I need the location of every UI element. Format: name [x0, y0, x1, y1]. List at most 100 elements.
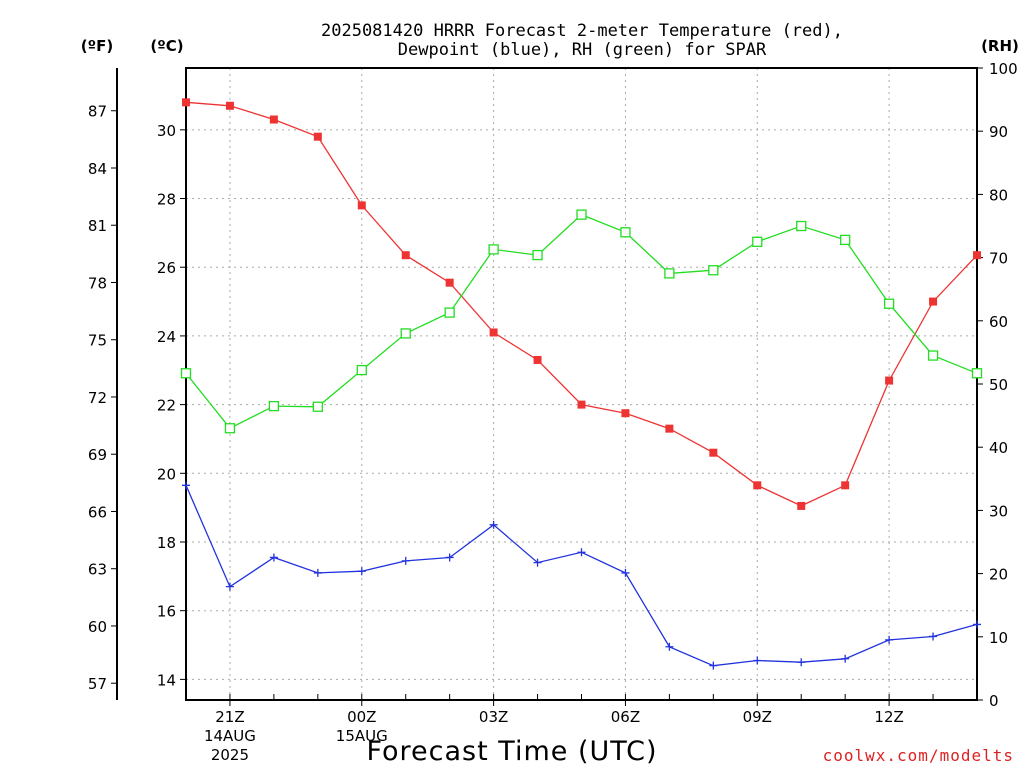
celsius-tick-label: 24	[157, 328, 176, 346]
rh-line	[185, 213, 978, 430]
rh-point	[268, 400, 280, 412]
temperature-point	[269, 115, 278, 124]
dewpoint-point	[797, 658, 806, 667]
dewpoint-point	[929, 632, 938, 641]
rh-tick-label: 10	[989, 629, 1008, 647]
chart-title-line1: 2025081420 HRRR Forecast 2-meter Tempera…	[321, 21, 843, 41]
celsius-tick-label: 16	[157, 603, 176, 621]
fahrenheit-tick-label: 63	[88, 561, 107, 579]
temperature-point	[665, 424, 674, 433]
temperature-point	[357, 201, 366, 210]
rh-point	[708, 265, 719, 276]
fahrenheit-tick-label: 66	[88, 503, 107, 521]
dewpoint-point	[533, 558, 542, 567]
fahrenheit-tick-label: 78	[88, 274, 107, 292]
dewpoint-point	[225, 582, 234, 591]
dewpoint-point	[885, 635, 894, 644]
celsius-tick-label: 14	[157, 671, 176, 689]
temperature-point	[621, 409, 630, 418]
x-tick-label: 2025	[211, 746, 249, 764]
temperature-point	[533, 355, 542, 364]
temperature-line	[185, 101, 978, 507]
dewpoint-point	[753, 656, 762, 665]
rh-point	[444, 307, 455, 318]
dewpoint-point	[357, 567, 366, 576]
x-tick-label: 12Z	[874, 708, 903, 726]
rh-tick-label: 80	[989, 186, 1008, 204]
dewpoint-point	[313, 568, 322, 577]
rh-point	[576, 209, 587, 220]
dewpoint-point	[973, 620, 981, 629]
rh-point	[532, 249, 543, 261]
rh-tick-label: 40	[989, 439, 1008, 457]
temperature-point	[445, 278, 454, 287]
celsius-tick-label: 26	[157, 259, 176, 277]
fahrenheit-axis-unit: (ºF)	[81, 37, 113, 55]
rh-point	[400, 328, 411, 339]
rh-point	[971, 368, 983, 379]
rh-point	[620, 227, 631, 238]
rh-tick-label: 0	[989, 692, 999, 710]
celsius-tick-label: 28	[157, 191, 176, 209]
x-axis-label: Forecast Time (UTC)	[366, 736, 657, 767]
rh-tick-label: 20	[989, 566, 1008, 584]
chart-axes: 57 60 63 66 69 72 75 78 81 84 87 14 16 18 20 22 24 26 28 30…	[88, 60, 1018, 764]
plot-frame	[185, 67, 978, 701]
celsius-axis-unit: (ºC)	[150, 37, 183, 55]
temperature-point	[841, 481, 850, 490]
x-tick-label: 14AUG	[204, 727, 256, 745]
x-tick-label: 15AUG	[336, 727, 388, 745]
celsius-tick-label: 30	[157, 122, 176, 140]
dewpoint-point	[577, 548, 586, 557]
x-tick-label: 06Z	[611, 708, 640, 726]
grid-lines	[186, 68, 977, 700]
temperature-point	[401, 251, 410, 260]
fahrenheit-tick-label: 81	[88, 217, 107, 235]
rh-point	[312, 401, 323, 412]
temperature-point	[577, 400, 586, 409]
chart-series	[180, 98, 983, 670]
temperature-point	[753, 481, 762, 490]
fahrenheit-tick-label: 84	[88, 160, 107, 178]
dewpoint-point	[709, 661, 718, 670]
temperature-point	[313, 132, 322, 141]
dewpoint-point	[445, 553, 454, 562]
x-tick-label: 03Z	[479, 708, 508, 726]
dewpoint-point	[841, 654, 850, 663]
rh-point	[664, 268, 675, 279]
temperature-point	[225, 101, 234, 110]
rh-point	[927, 350, 939, 361]
rh-tick-label: 70	[989, 250, 1008, 268]
rh-point	[752, 236, 763, 247]
rh-axis-unit: (RH)	[981, 37, 1019, 55]
rh-tick-label: 30	[989, 502, 1008, 520]
temperature-point	[973, 251, 981, 260]
dewpoint-point	[401, 556, 410, 565]
rh-point	[883, 298, 895, 309]
x-tick-label: 21Z	[215, 708, 244, 726]
celsius-tick-label: 22	[157, 397, 176, 415]
chart-title-line2: Dewpoint (blue), RH (green) for SPAR	[398, 40, 767, 60]
celsius-tick-label: 20	[157, 465, 176, 483]
rh-point	[180, 368, 192, 379]
rh-tick-label: 50	[989, 376, 1008, 394]
temperature-point	[797, 501, 806, 510]
temperature-point	[885, 376, 894, 385]
dewpoint-line	[185, 485, 978, 667]
temperature-point	[182, 98, 190, 107]
dewpoint-point	[489, 520, 498, 529]
dewpoint-point	[269, 553, 278, 562]
rh-point	[796, 220, 807, 232]
celsius-tick-label: 18	[157, 534, 176, 552]
dewpoint-point	[621, 568, 630, 577]
rh-point	[840, 234, 851, 246]
temperature-point	[929, 297, 938, 306]
rh-tick-label: 100	[989, 60, 1018, 78]
x-tick-label: 00Z	[347, 708, 376, 726]
fahrenheit-tick-label: 87	[88, 103, 107, 121]
rh-point	[224, 423, 236, 434]
fahrenheit-tick-label: 75	[88, 332, 107, 350]
rh-point	[356, 364, 367, 376]
fahrenheit-tick-label: 72	[88, 389, 107, 407]
